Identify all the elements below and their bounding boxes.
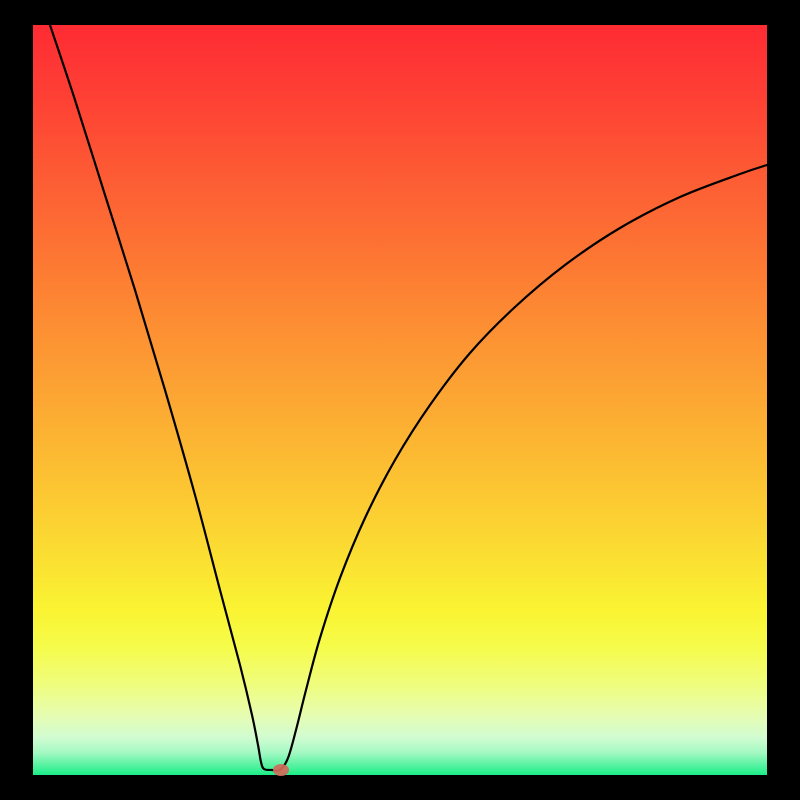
bottleneck-chart <box>0 0 800 800</box>
plot-background <box>33 25 767 775</box>
optimal-point-marker <box>273 764 289 776</box>
chart-container: TheBottlenecker.com <box>0 0 800 800</box>
